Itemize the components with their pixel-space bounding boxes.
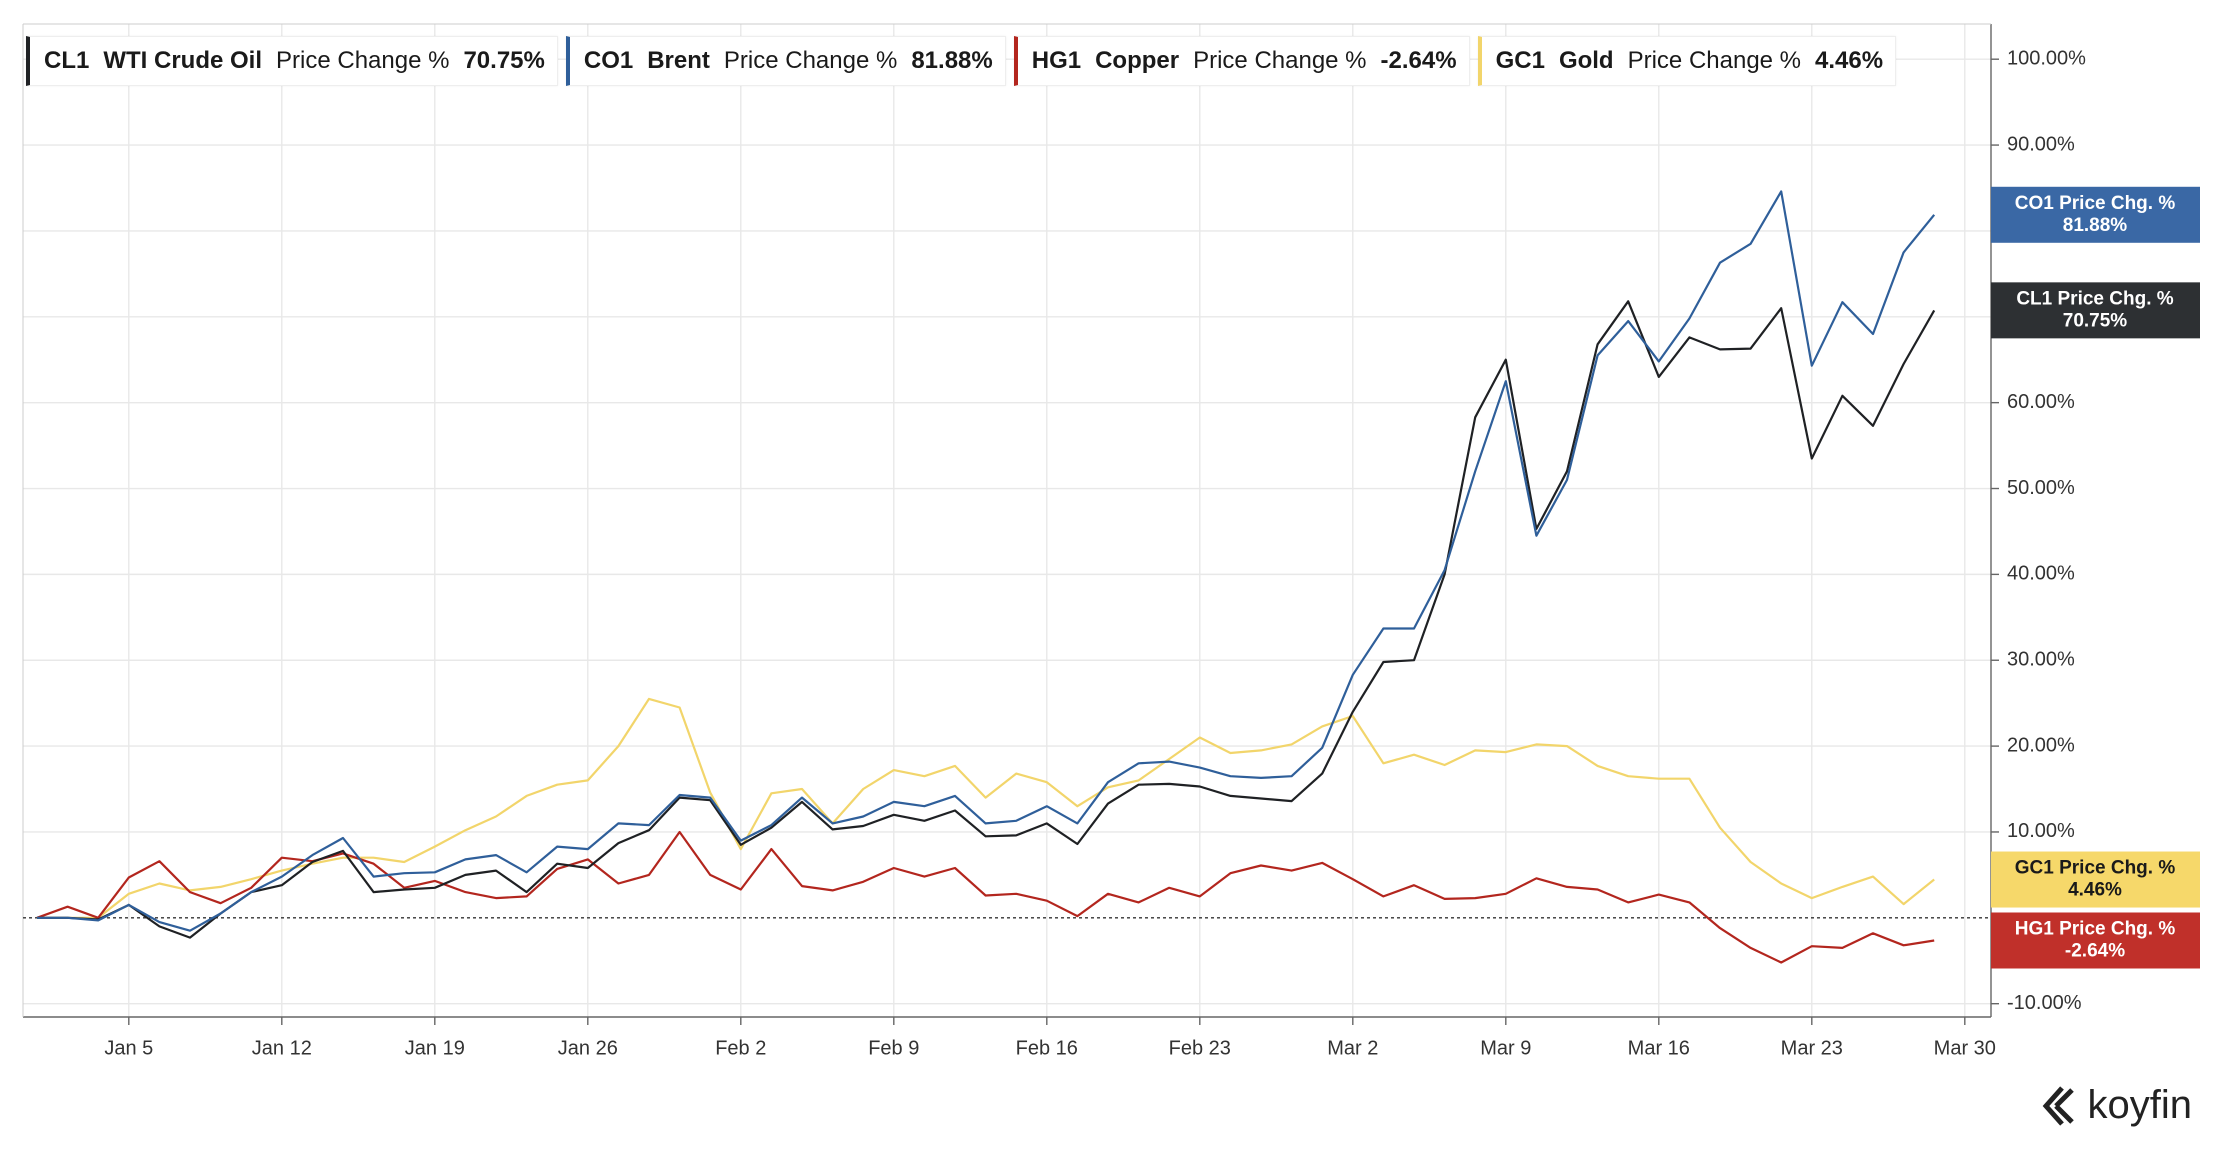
legend-entry: CL1 WTI Crude Oil Price Change % 70.75% — [26, 36, 558, 86]
brand-name: koyfin — [2087, 1083, 2193, 1127]
legend-last-value-label: -2.64% — [1380, 47, 1457, 74]
x-tick-label: Feb 23 — [1169, 1037, 1231, 1059]
x-tick-label: Jan 26 — [558, 1037, 618, 1059]
value-tag-title: CL1 Price Chg. % — [2016, 288, 2173, 309]
y-tick-label: 50.00% — [2007, 477, 2075, 499]
y-tick-label: 100.00% — [2007, 47, 2086, 69]
value-tag-title: HG1 Price Chg. % — [2015, 919, 2176, 940]
brand: koyfin — [2042, 1083, 2193, 1128]
value-tag-title: GC1 Price Chg. % — [2015, 858, 2176, 879]
legend-symbol: CL1 — [44, 47, 90, 74]
y-tick-label: 30.00% — [2007, 649, 2075, 671]
x-tick-label: Mar 2 — [1327, 1037, 1378, 1059]
legend-last-value-label: 81.88% — [911, 47, 993, 74]
legend-name: Gold — [1558, 47, 1614, 74]
legend-name: WTI Crude Oil — [103, 47, 263, 74]
x-tick-label: Mar 30 — [1934, 1037, 1996, 1059]
legend-entry: HG1 Copper Price Change % -2.64% — [1013, 36, 1470, 86]
x-tick-label: Feb 2 — [715, 1037, 766, 1059]
x-tick-label: Feb 16 — [1016, 1037, 1078, 1059]
series-line — [37, 300, 1936, 939]
x-tick-label: Jan 5 — [104, 1037, 153, 1059]
legend-metric: Price Change % — [276, 47, 450, 74]
legend-metric: Price Change % — [723, 47, 898, 74]
legend-symbol: GC1 — [1495, 47, 1545, 74]
series-line — [37, 697, 1935, 919]
value-tag-box — [1991, 282, 2200, 339]
x-tick-label: Mar 23 — [1781, 1037, 1843, 1059]
legend-entry: GC1 Gold Price Change % 4.46% — [1477, 36, 1897, 86]
legend-symbol: HG1 — [1031, 47, 1082, 74]
legend-last-value-label: 70.75% — [463, 47, 545, 74]
x-tick-label: Jan 12 — [252, 1037, 312, 1059]
legend-symbol: CO1 — [583, 47, 634, 74]
legend-last-value-label: 4.46% — [1815, 47, 1884, 74]
legend-name: Copper — [1095, 47, 1180, 74]
series-line — [37, 190, 1936, 932]
x-tick-label: Mar 9 — [1480, 1037, 1531, 1059]
x-tick-label: Jan 19 — [405, 1037, 465, 1059]
value-tag-box — [1991, 186, 2200, 243]
legend-metric: Price Change % — [1193, 47, 1367, 74]
y-tick-label: -10.00% — [2007, 992, 2082, 1014]
y-tick-label: 10.00% — [2007, 820, 2075, 842]
x-tick-label: Mar 16 — [1628, 1037, 1690, 1059]
y-tick-label: 20.00% — [2007, 734, 2075, 756]
value-tag-box — [1991, 912, 2200, 969]
x-tick-label: Feb 9 — [868, 1037, 919, 1059]
value-tag-value: -2.64% — [2065, 941, 2125, 962]
legend-metric: Price Change % — [1627, 47, 1802, 74]
value-tag-value: 4.46% — [2068, 880, 2122, 901]
value-tag-box — [1991, 851, 2200, 908]
value-tag: HG1 Price Chg. %-2.64% — [1991, 912, 2200, 969]
value-tag: CL1 Price Chg. %70.75% — [1991, 282, 2200, 339]
y-tick-label: 60.00% — [2007, 391, 2075, 413]
legend-name: Brent — [647, 47, 710, 74]
series-line — [36, 830, 1935, 964]
y-tick-label: 90.00% — [2007, 133, 2075, 155]
value-tag-value: 81.88% — [2063, 215, 2128, 236]
value-tag-value: 70.75% — [2063, 310, 2128, 331]
legend: CL1 WTI Crude Oil Price Change % 70.75% CO1 B… — [26, 36, 1897, 86]
value-tag: CO1 Price Chg. %81.88% — [1991, 186, 2200, 243]
value-tag: GC1 Price Chg. %4.46% — [1991, 851, 2200, 908]
y-tick-label: 40.00% — [2007, 563, 2075, 585]
legend-entry: CO1 Brent Price Change % 81.88% — [565, 36, 1006, 86]
brand-icon — [2042, 1085, 2074, 1126]
value-tag-title: CO1 Price Chg. % — [2015, 193, 2176, 214]
